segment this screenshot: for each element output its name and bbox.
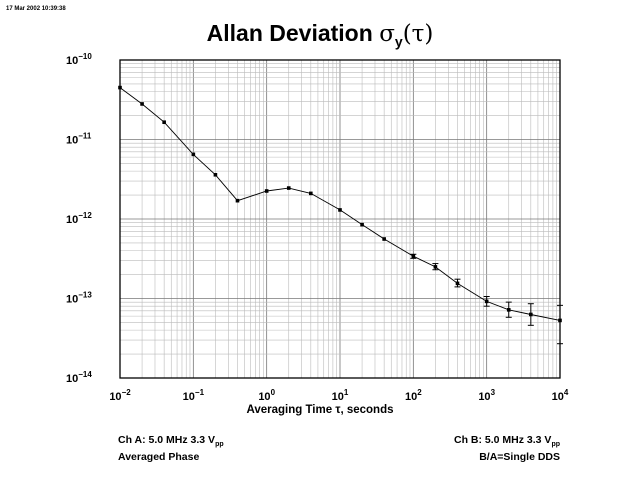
y-tick-label: 10−13 — [66, 291, 92, 306]
x-axis-label: Averaging Time τ, seconds — [246, 404, 394, 416]
data-point — [558, 318, 562, 323]
y-tick-label: 10−12 — [66, 211, 92, 226]
timestamp: 17 Mar 2002 10:39:38 — [6, 6, 66, 12]
data-point — [506, 308, 511, 312]
chart-title-subscript: y — [394, 33, 403, 50]
grid — [120, 60, 560, 378]
data-point — [338, 208, 342, 212]
channel-a-line1-sub: pp — [215, 441, 224, 449]
chart-title-argument: (τ) — [402, 21, 434, 47]
channel-a-line2: Averaged Phase — [118, 451, 200, 464]
data-point — [264, 189, 269, 193]
data-point — [140, 102, 144, 106]
x-tick-label: 10−2 — [109, 388, 131, 403]
x-tick-label: 104 — [552, 388, 569, 403]
data-point — [411, 254, 416, 259]
data-point — [433, 265, 438, 269]
channel-a-note: Ch A: 5.0 MHz 3.3 Vpp Averaged Phase — [118, 434, 224, 464]
data-point — [484, 299, 489, 304]
y-tick-label: 10−10 — [66, 52, 92, 67]
channel-b-line1: Ch B: 5.0 MHz 3.3 Vpp — [454, 434, 560, 451]
data-point — [309, 191, 313, 196]
x-tick-label: 10−1 — [183, 388, 205, 403]
data-point — [235, 198, 240, 203]
data-point — [529, 312, 533, 317]
x-tick-label: 100 — [258, 388, 275, 403]
x-tick-label: 102 — [405, 388, 422, 403]
channel-b-line2: B/A=Single DDS — [479, 451, 560, 464]
channel-b-note: Ch B: 5.0 MHz 3.3 Vpp B/A=Single DDS — [454, 434, 560, 464]
data-point — [286, 186, 291, 190]
data-point — [455, 281, 460, 286]
channel-a-line1-text: Ch A: 5.0 MHz 3.3 V — [118, 434, 216, 446]
chart-title-sigma: σ — [379, 21, 395, 47]
y-tick-label: 10−11 — [66, 132, 92, 147]
data-point — [118, 85, 122, 90]
chart-title: Allan Deviation σy(τ) — [0, 20, 640, 50]
channel-b-line1-sub: pp — [551, 441, 560, 449]
data-point — [162, 120, 166, 125]
data-point — [191, 152, 196, 157]
data-point — [382, 237, 386, 241]
data-point — [213, 172, 218, 177]
data-point — [360, 222, 364, 227]
channel-b-line1-text: Ch B: 5.0 MHz 3.3 V — [453, 434, 552, 446]
x-tick-label: 101 — [332, 388, 349, 403]
chart-title-text: Allan Deviation — [206, 20, 380, 46]
plot-frame — [119, 59, 561, 379]
channel-a-line1: Ch A: 5.0 MHz 3.3 Vpp — [118, 434, 224, 451]
tick-labels: 10−2 10−1 100 101 102 103 104 10−10 10−11 10−12 10… — [66, 52, 569, 403]
y-tick-label: 10−14 — [66, 370, 92, 385]
x-tick-label: 103 — [478, 388, 495, 403]
data-series — [118, 85, 563, 345]
